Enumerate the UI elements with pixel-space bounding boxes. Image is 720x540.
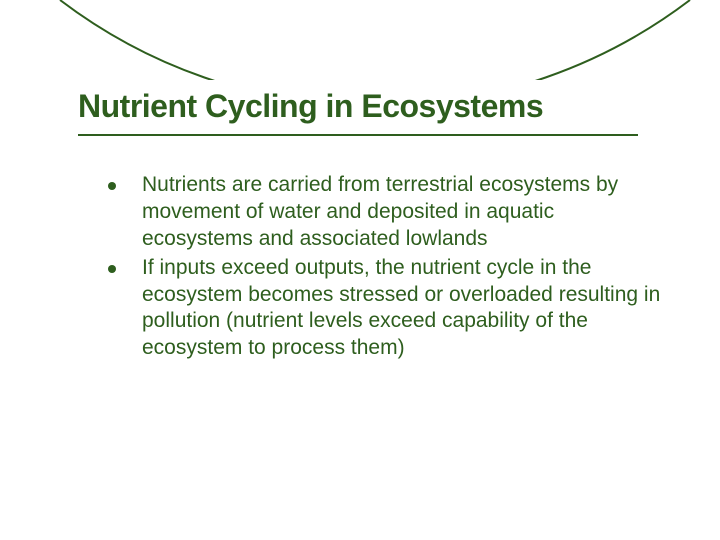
arc-path bbox=[60, 0, 690, 80]
bullet-text: Nutrients are carried from terrestrial e… bbox=[142, 173, 618, 250]
list-item: If inputs exceed outputs, the nutrient c… bbox=[108, 255, 668, 363]
slide: Nutrient Cycling in Ecosystems Nutrients… bbox=[0, 0, 720, 540]
list-item: Nutrients are carried from terrestrial e… bbox=[108, 172, 668, 253]
bullet-dot-icon bbox=[108, 182, 116, 190]
slide-body: Nutrients are carried from terrestrial e… bbox=[108, 172, 668, 364]
decorative-arc bbox=[0, 0, 720, 80]
title-underline bbox=[78, 134, 638, 136]
bullet-text: If inputs exceed outputs, the nutrient c… bbox=[142, 256, 660, 360]
slide-title: Nutrient Cycling in Ecosystems bbox=[78, 88, 543, 125]
arc-svg bbox=[0, 0, 720, 80]
bullet-list: Nutrients are carried from terrestrial e… bbox=[108, 172, 668, 362]
bullet-dot-icon bbox=[108, 265, 116, 273]
